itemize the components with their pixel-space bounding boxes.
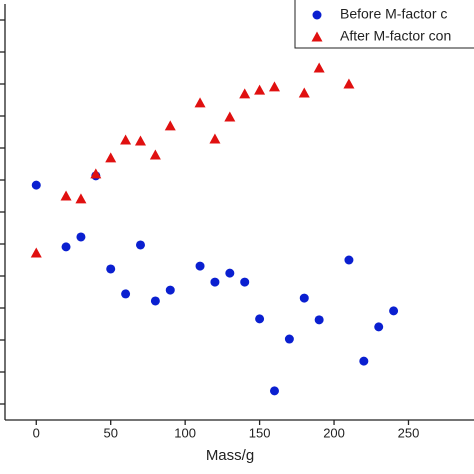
point xyxy=(298,87,310,98)
point xyxy=(224,111,236,122)
point xyxy=(90,168,102,179)
x-tick-label: 150 xyxy=(249,425,271,440)
x-tick-label: 250 xyxy=(398,425,420,440)
point xyxy=(30,247,42,258)
x-tick-label: 0 xyxy=(33,425,40,440)
point xyxy=(209,133,221,144)
point xyxy=(239,88,251,99)
x-axis-label: Mass/g xyxy=(206,447,254,464)
point xyxy=(61,242,71,252)
point xyxy=(314,315,324,325)
legend-marker xyxy=(311,31,323,42)
point xyxy=(225,268,235,278)
legend-marker xyxy=(312,10,322,20)
legend-label: After M-factor con xyxy=(340,28,451,44)
point xyxy=(194,97,206,108)
point xyxy=(165,285,175,295)
point xyxy=(134,135,146,146)
point xyxy=(374,322,384,332)
point xyxy=(269,386,279,396)
point xyxy=(75,193,87,204)
point xyxy=(313,62,325,73)
point xyxy=(268,81,280,92)
point xyxy=(284,334,294,344)
x-tick-label: 50 xyxy=(103,425,117,440)
point xyxy=(121,289,131,299)
point xyxy=(255,314,265,324)
legend-label: Before M-factor c xyxy=(340,6,447,22)
point xyxy=(343,78,355,89)
point xyxy=(31,180,41,190)
x-tick-label: 200 xyxy=(323,425,345,440)
point xyxy=(60,190,72,201)
point xyxy=(150,296,160,306)
point xyxy=(164,120,176,131)
point xyxy=(254,84,266,95)
point xyxy=(389,306,399,316)
x-tick-label: 100 xyxy=(174,425,196,440)
point xyxy=(120,134,132,145)
point xyxy=(210,277,220,287)
point xyxy=(359,356,369,366)
point xyxy=(149,149,161,160)
point xyxy=(76,232,86,242)
point xyxy=(299,293,309,303)
point xyxy=(240,277,250,287)
point xyxy=(135,240,145,250)
point xyxy=(105,152,117,163)
point xyxy=(344,255,354,265)
legend-box xyxy=(294,0,474,49)
point xyxy=(195,261,205,271)
point xyxy=(106,264,116,274)
